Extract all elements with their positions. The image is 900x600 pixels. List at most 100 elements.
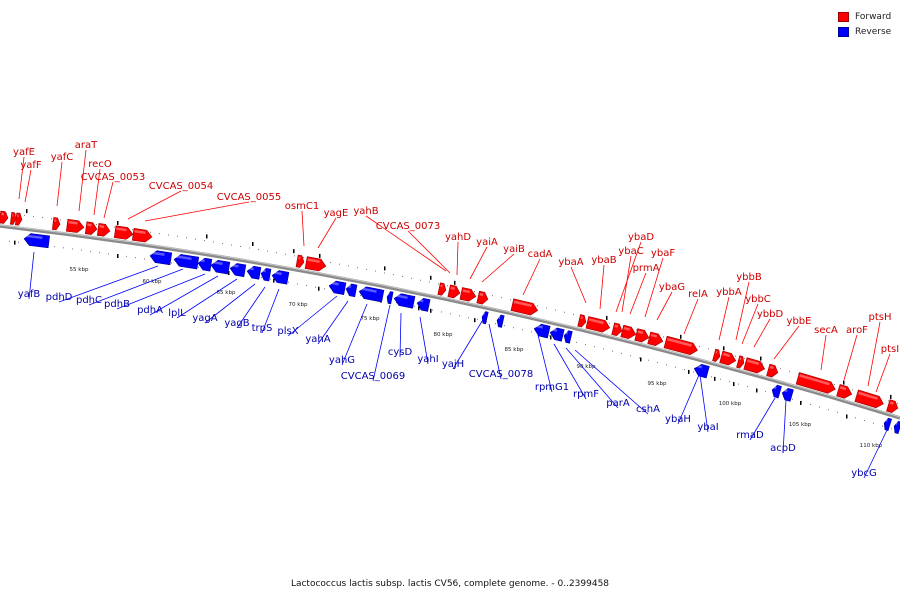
- reverse-gene-arrow[interactable]: [771, 384, 782, 399]
- gene-label-osmc1[interactable]: osmC1: [285, 201, 319, 212]
- reverse-gene-arrow[interactable]: [358, 286, 385, 303]
- forward-gene-arrow[interactable]: [84, 221, 98, 235]
- gene-label-ybba[interactable]: ybbA: [716, 287, 742, 298]
- gene-label-ybab[interactable]: ybaB: [591, 255, 616, 266]
- gene-label-yafe[interactable]: yafE: [13, 147, 35, 158]
- reverse-gene-arrow[interactable]: [23, 233, 50, 249]
- forward-gene-arrow[interactable]: [459, 287, 477, 303]
- gene-label-cvcas-0078[interactable]: CVCAS_0078: [469, 369, 533, 380]
- forward-gene-arrow[interactable]: [510, 298, 539, 317]
- gene-label-rpmg1[interactable]: rpmG1: [535, 382, 569, 393]
- reverse-gene-arrow[interactable]: [345, 283, 358, 298]
- gene-label-cvcas-0073[interactable]: CVCAS_0073: [376, 221, 440, 232]
- forward-gene-arrow[interactable]: [766, 363, 780, 378]
- reverse-gene-arrow[interactable]: [328, 280, 347, 296]
- gene-label-ybag[interactable]: ybaG: [659, 282, 685, 293]
- reverse-gene-arrow[interactable]: [386, 291, 394, 305]
- gene-label-yahg[interactable]: yahG: [329, 355, 355, 366]
- gene-label-ybad[interactable]: ybaD: [628, 232, 654, 243]
- forward-gene-arrow[interactable]: [476, 290, 489, 305]
- reverse-gene-arrow[interactable]: [246, 265, 262, 280]
- reverse-gene-arrow[interactable]: [210, 259, 231, 275]
- gene-label-cvcas-0055[interactable]: CVCAS_0055: [217, 192, 281, 203]
- forward-gene-arrow[interactable]: [736, 355, 746, 369]
- gene-label-cvcas-0054[interactable]: CVCAS_0054: [149, 181, 213, 192]
- forward-gene-arrow[interactable]: [0, 210, 9, 224]
- reverse-gene-arrow[interactable]: [271, 270, 290, 285]
- gene-label-yaia[interactable]: yaiA: [476, 237, 498, 248]
- gene-label-csha[interactable]: cshA: [636, 404, 660, 415]
- reverse-gene-arrow[interactable]: [173, 253, 200, 270]
- reverse-gene-arrow[interactable]: [149, 250, 173, 266]
- forward-gene-arrow[interactable]: [14, 212, 23, 226]
- gene-label-ybac[interactable]: ybaC: [618, 246, 643, 257]
- gene-label-arat[interactable]: araT: [75, 140, 98, 151]
- forward-gene-arrow[interactable]: [719, 350, 738, 367]
- gene-label-rmad[interactable]: rmaD: [736, 430, 764, 441]
- gene-label-trps[interactable]: trpS: [252, 323, 273, 334]
- forward-gene-arrow[interactable]: [577, 314, 588, 328]
- gene-label-yahb[interactable]: yahB: [353, 206, 378, 217]
- gene-label-yaib[interactable]: yaiB: [503, 244, 525, 255]
- gene-label-arof[interactable]: aroF: [846, 325, 868, 336]
- gene-label-para[interactable]: parA: [606, 398, 630, 409]
- forward-gene-arrow[interactable]: [9, 211, 17, 225]
- reverse-gene-arrow[interactable]: [549, 327, 565, 342]
- gene-label-ybcg[interactable]: ybcG: [851, 468, 877, 479]
- gene-label-ptsi[interactable]: ptsI: [881, 344, 899, 355]
- reverse-gene-arrow[interactable]: [260, 268, 272, 282]
- reverse-gene-arrow[interactable]: [882, 417, 893, 431]
- gene-label-ybbd[interactable]: ybbD: [757, 309, 784, 320]
- reverse-gene-arrow[interactable]: [229, 262, 247, 278]
- gene-label-ybah[interactable]: ybaH: [665, 414, 691, 425]
- gene-label-ptsh[interactable]: ptsH: [869, 312, 892, 323]
- gene-label-yaff[interactable]: yafF: [20, 160, 42, 171]
- forward-gene-arrow[interactable]: [113, 225, 134, 240]
- gene-label-pdhd[interactable]: pdhD: [46, 292, 73, 303]
- forward-gene-arrow[interactable]: [663, 335, 699, 356]
- forward-gene-arrow[interactable]: [795, 372, 837, 395]
- gene-label-ybbb[interactable]: ybbB: [736, 272, 762, 283]
- forward-gene-arrow[interactable]: [743, 357, 766, 375]
- reverse-gene-arrow[interactable]: [892, 420, 900, 435]
- gene-label-cysd[interactable]: cysD: [388, 347, 413, 358]
- forward-gene-arrow[interactable]: [611, 322, 624, 337]
- gene-label-yaha[interactable]: yahA: [305, 334, 330, 345]
- gene-label-ybbe[interactable]: ybbE: [787, 316, 812, 327]
- gene-label-yajh[interactable]: yajH: [442, 359, 464, 370]
- gene-label-acpd[interactable]: acpD: [770, 443, 796, 454]
- gene-label-rpmf[interactable]: rpmF: [573, 389, 599, 400]
- forward-gene-arrow[interactable]: [295, 254, 305, 268]
- gene-label-pdha[interactable]: pdhA: [137, 305, 163, 316]
- gene-label-seca[interactable]: secA: [814, 325, 838, 336]
- gene-label-ybbc[interactable]: ybbC: [745, 294, 771, 305]
- forward-gene-arrow[interactable]: [65, 218, 85, 233]
- gene-label-cada[interactable]: cadA: [528, 249, 553, 260]
- forward-gene-arrow[interactable]: [51, 217, 61, 231]
- reverse-gene-arrow[interactable]: [416, 297, 431, 312]
- gene-label-lpll[interactable]: lplL: [168, 308, 186, 319]
- gene-label-yahd[interactable]: yahD: [445, 232, 471, 243]
- gene-label-ybai[interactable]: ybaI: [697, 422, 718, 433]
- gene-label-cvcas-0069[interactable]: CVCAS_0069: [341, 371, 405, 382]
- gene-label-yagb[interactable]: yagB: [224, 318, 249, 329]
- reverse-gene-arrow[interactable]: [533, 323, 551, 339]
- forward-gene-arrow[interactable]: [647, 331, 665, 347]
- forward-gene-arrow[interactable]: [854, 389, 885, 410]
- forward-gene-arrow[interactable]: [447, 284, 461, 299]
- gene-label-plsx[interactable]: plsX: [277, 326, 298, 337]
- forward-gene-arrow[interactable]: [712, 348, 722, 362]
- gene-label-pdhc[interactable]: pdhC: [76, 295, 102, 306]
- gene-label-yage[interactable]: yagE: [324, 208, 349, 219]
- gene-label-ybaf[interactable]: ybaF: [651, 248, 675, 259]
- forward-gene-arrow[interactable]: [437, 282, 447, 296]
- forward-gene-arrow[interactable]: [304, 256, 327, 272]
- gene-label-yaga[interactable]: yagA: [192, 313, 217, 324]
- gene-label-rela[interactable]: relA: [688, 289, 708, 300]
- forward-gene-arrow[interactable]: [886, 399, 899, 414]
- reverse-gene-arrow[interactable]: [197, 257, 213, 272]
- reverse-gene-arrow[interactable]: [496, 314, 505, 328]
- forward-gene-arrow[interactable]: [131, 228, 153, 243]
- reverse-gene-arrow[interactable]: [693, 363, 710, 379]
- forward-gene-arrow[interactable]: [96, 223, 111, 237]
